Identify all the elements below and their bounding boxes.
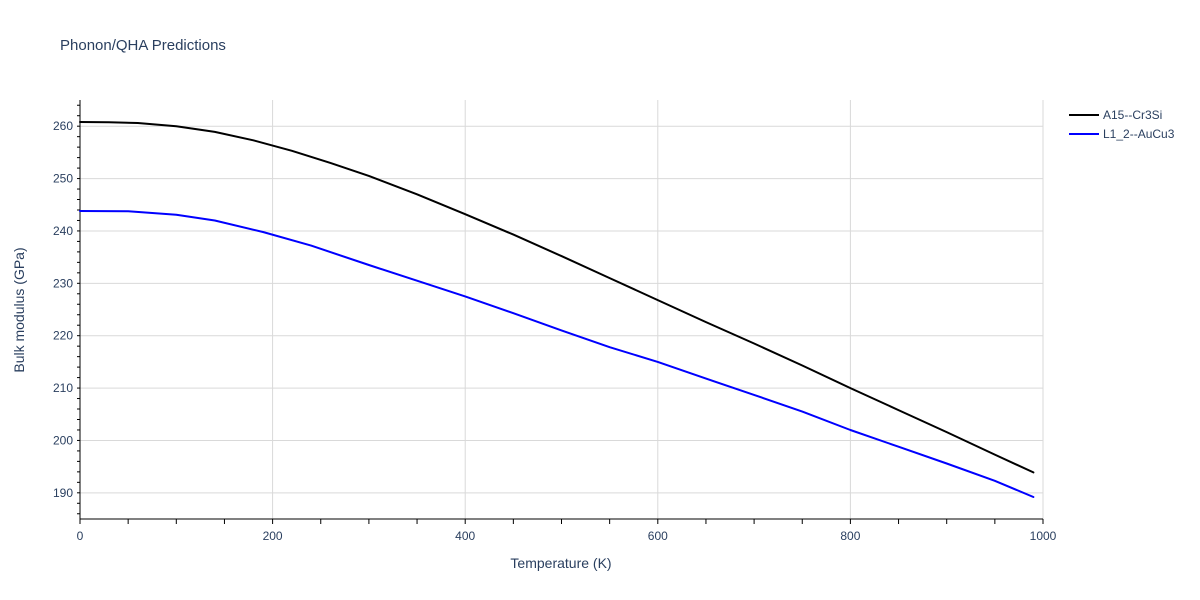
x-tick-label: 800 bbox=[840, 529, 860, 543]
legend[interactable]: A15--Cr3Si L1_2--AuCu3 bbox=[1069, 108, 1175, 141]
series-line-A15--Cr3Si bbox=[79, 121, 1035, 474]
x-tick-label: 1000 bbox=[1030, 529, 1057, 543]
chart-title: Phonon/QHA Predictions bbox=[60, 37, 226, 54]
grid bbox=[80, 100, 1044, 519]
x-axis-title: Temperature (K) bbox=[510, 555, 611, 571]
y-tick-label: 240 bbox=[53, 224, 73, 238]
x-tick-label: 0 bbox=[77, 529, 84, 543]
series-group bbox=[79, 121, 1035, 498]
y-tick-label: 260 bbox=[53, 119, 73, 133]
y-tick-label: 210 bbox=[53, 381, 73, 395]
x-tick-label: 200 bbox=[263, 529, 283, 543]
x-tick-label: 600 bbox=[648, 529, 668, 543]
y-tick-label: 220 bbox=[53, 329, 73, 343]
y-tick-label: 190 bbox=[53, 486, 73, 500]
axes: 0 200 400 600 800 1000 190 200 210 220 230 240 250 26… bbox=[53, 100, 1057, 543]
legend-item[interactable]: L1_2--AuCu3 bbox=[1069, 127, 1175, 141]
legend-label: A15--Cr3Si bbox=[1103, 108, 1162, 122]
y-axis-title: Bulk modulus (GPa) bbox=[11, 247, 27, 372]
y-tick-label: 200 bbox=[53, 433, 73, 447]
y-tick-label: 230 bbox=[53, 276, 73, 290]
y-tick-label: 250 bbox=[53, 172, 73, 186]
series-line-L1_2--AuCu3 bbox=[79, 210, 1035, 498]
x-tick-label: 400 bbox=[455, 529, 475, 543]
legend-item[interactable]: A15--Cr3Si bbox=[1069, 108, 1162, 122]
legend-label: L1_2--AuCu3 bbox=[1103, 127, 1175, 141]
